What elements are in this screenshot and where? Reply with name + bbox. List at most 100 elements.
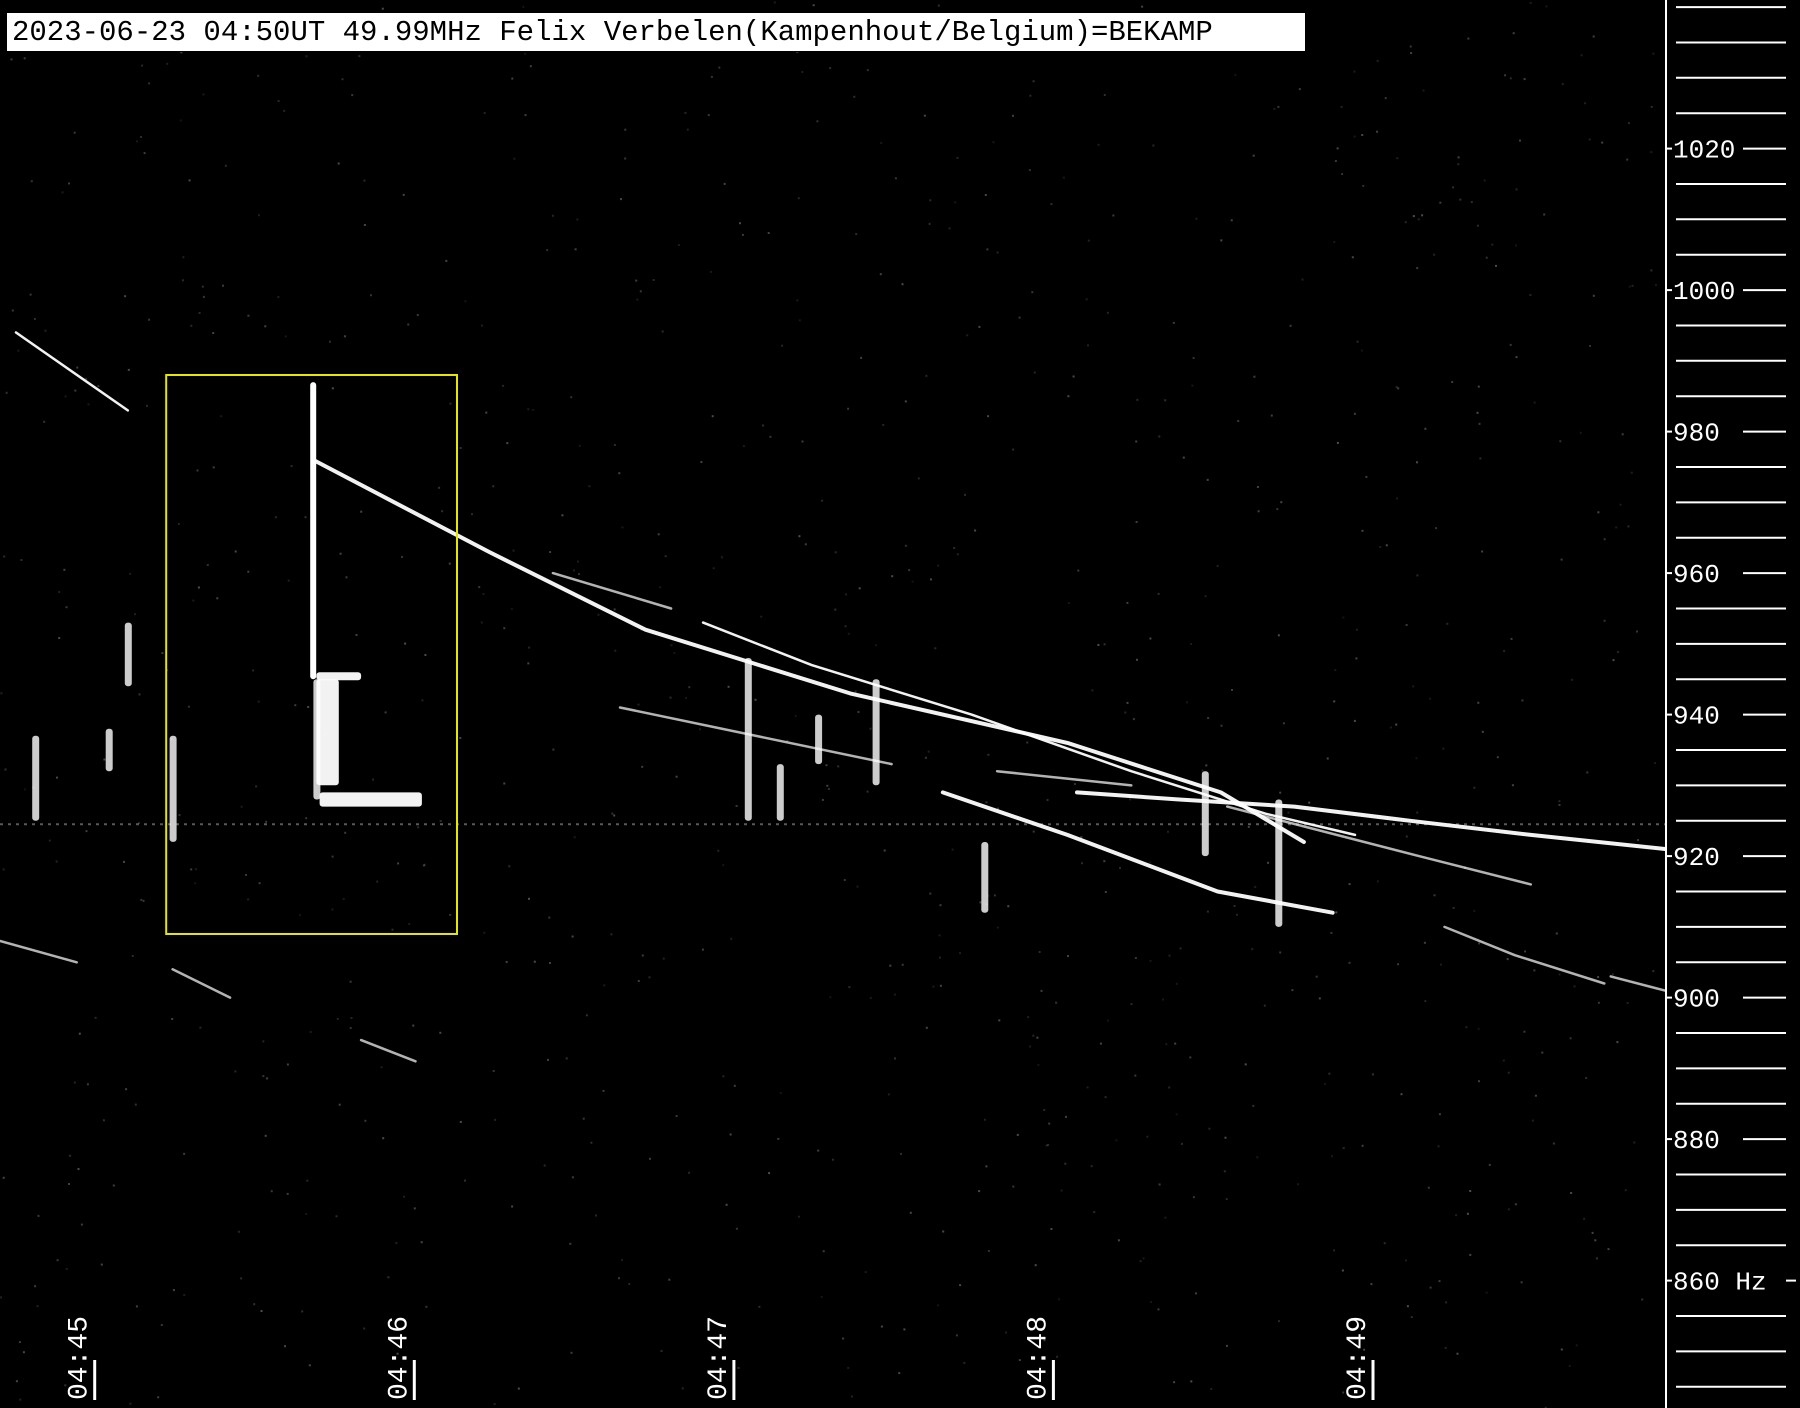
noise-speck	[924, 756, 927, 759]
noise-speck	[1270, 414, 1273, 417]
noise-speck	[675, 775, 678, 778]
noise-speck	[513, 157, 516, 160]
noise-speck	[1050, 1228, 1053, 1230]
noise-speck	[1440, 963, 1442, 966]
noise-speck	[1279, 791, 1282, 794]
noise-speck	[1210, 1388, 1213, 1390]
noise-speck	[901, 963, 904, 966]
noise-speck	[512, 549, 515, 552]
noise-speck	[1152, 144, 1155, 147]
noise-speck	[422, 864, 425, 867]
noise-speck	[34, 1285, 37, 1288]
noise-speck	[729, 1133, 732, 1136]
noise-speck	[36, 1305, 39, 1308]
noise-speck	[1630, 471, 1633, 474]
noise-speck	[61, 191, 64, 194]
noise-speck	[880, 1325, 883, 1328]
noise-speck	[1150, 1301, 1152, 1304]
noise-speck	[190, 324, 193, 327]
noise-speck	[1607, 1248, 1610, 1251]
x-tick-label: 04:46	[384, 1316, 415, 1400]
noise-speck	[854, 690, 857, 693]
noise-speck	[80, 1223, 83, 1226]
noise-speck	[157, 1396, 160, 1399]
noise-speck	[821, 499, 824, 502]
noise-speck	[718, 66, 721, 69]
noise-speck	[166, 62, 169, 65]
noise-speck	[551, 214, 554, 217]
noise-speck	[331, 387, 334, 390]
noise-speck	[438, 486, 441, 489]
noise-speck	[1533, 969, 1536, 972]
y-tick-label: 900	[1673, 985, 1720, 1015]
noise-speck	[355, 634, 358, 636]
noise-speck	[1588, 138, 1591, 141]
noise-speck	[492, 485, 495, 488]
noise-speck	[1473, 786, 1476, 789]
noise-speck	[711, 415, 714, 418]
noise-speck	[1276, 508, 1279, 511]
noise-speck	[350, 1017, 353, 1019]
noise-speck	[1252, 154, 1255, 157]
noise-speck	[1627, 122, 1630, 125]
noise-speck	[1048, 1122, 1051, 1125]
noise-speck	[903, 1328, 906, 1331]
noise-speck	[264, 1134, 267, 1137]
noise-speck	[869, 727, 872, 730]
noise-speck	[459, 1121, 462, 1123]
noise-speck	[262, 1040, 265, 1043]
noise-speck	[1611, 973, 1614, 976]
noise-speck	[1652, 970, 1655, 973]
noise-speck	[148, 318, 151, 321]
meteor-burst	[310, 382, 317, 680]
noise-speck	[1405, 624, 1408, 626]
y-tick-label: 860 Hz	[1673, 1268, 1767, 1298]
noise-speck	[925, 374, 928, 377]
noise-speck	[2, 1176, 5, 1179]
noise-speck	[1195, 1292, 1197, 1295]
noise-speck	[1410, 52, 1413, 55]
noise-speck	[570, 396, 573, 399]
noise-speck	[1179, 947, 1182, 950]
noise-speck	[1220, 724, 1223, 727]
noise-speck	[363, 179, 366, 182]
noise-speck	[985, 801, 988, 804]
noise-speck	[1429, 1286, 1432, 1289]
noise-speck	[1515, 188, 1518, 191]
noise-speck	[24, 788, 27, 791]
noise-speck	[1406, 1305, 1409, 1308]
noise-speck	[305, 817, 308, 820]
noise-speck	[343, 335, 346, 338]
noise-speck	[660, 1350, 663, 1352]
noise-speck	[363, 1327, 366, 1330]
noise-speck	[307, 706, 310, 708]
noise-speck	[603, 984, 606, 987]
noise-speck	[1158, 1183, 1161, 1186]
noise-speck	[1173, 1381, 1176, 1384]
noise-speck	[869, 997, 872, 1000]
noise-speck	[188, 179, 191, 182]
noise-speck	[597, 613, 600, 616]
noise-speck	[177, 522, 180, 525]
noise-speck	[1119, 866, 1121, 869]
noise-speck	[471, 513, 473, 516]
noise-speck	[1495, 264, 1497, 267]
noise-speck	[15, 1380, 18, 1383]
noise-speck	[1012, 1185, 1015, 1188]
noise-speck	[1099, 1042, 1102, 1045]
noise-speck	[1277, 105, 1280, 108]
noise-speck	[253, 1303, 256, 1306]
noise-speck	[1301, 278, 1304, 281]
x-tick-label: 04:45	[65, 1316, 96, 1400]
noise-speck	[182, 256, 185, 259]
noise-speck	[10, 58, 13, 61]
noise-speck	[1236, 913, 1238, 916]
noise-speck	[358, 55, 361, 58]
noise-speck	[561, 514, 564, 517]
noise-speck	[1273, 107, 1276, 110]
noise-speck	[483, 931, 486, 934]
noise-speck	[1621, 433, 1624, 436]
noise-speck	[1627, 525, 1630, 528]
noise-speck	[1591, 1231, 1594, 1234]
